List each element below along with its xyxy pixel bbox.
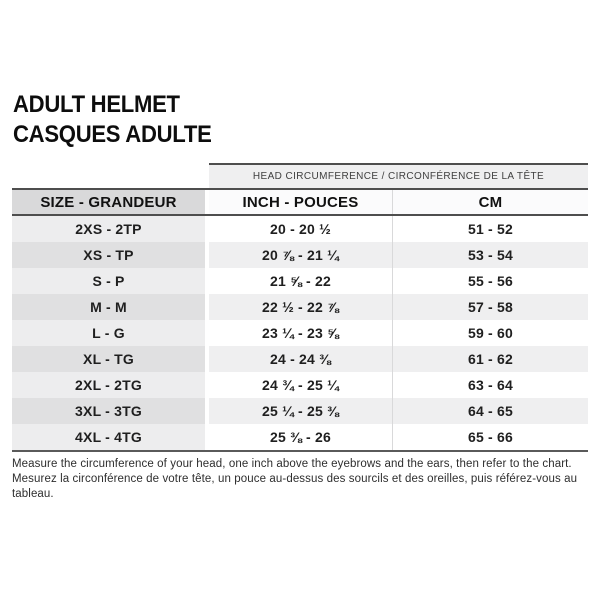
column-header-cm: CM [392, 190, 588, 214]
column-gap [205, 163, 209, 188]
size-chart-table: HEAD CIRCUMFERENCE / CIRCONFÉRENCE DE LA… [12, 163, 588, 452]
measure-instructions-fr: Mesurez la circonférence de votre tête, … [12, 473, 578, 500]
cm-cell: 64 - 65 [392, 398, 588, 424]
cm-cell: 63 - 64 [392, 372, 588, 398]
inch-cell: 22 ½ - 22 ⅞ [209, 294, 392, 320]
size-cell: 4XL - 4TG [12, 424, 205, 450]
measure-instructions-en: Measure the circumference of your head, … [12, 458, 572, 470]
cm-cell: 65 - 66 [392, 424, 588, 450]
table-row: 2XL - 2TG 24 ¾ - 25 ¼ 63 - 64 [12, 372, 588, 398]
inch-cell: 21 ⅝ - 22 [209, 268, 392, 294]
column-header-size: SIZE - GRANDEUR [12, 190, 205, 214]
inch-cell: 25 ⅜ - 26 [209, 424, 392, 450]
size-cell: XS - TP [12, 242, 205, 268]
table-row: XL - TG 24 - 24 ⅜ 61 - 62 [12, 346, 588, 372]
table-row: 3XL - 3TG 25 ¼ - 25 ⅜ 64 - 65 [12, 398, 588, 424]
page-title-en: ADULT HELMET [13, 91, 180, 118]
column-gap [205, 268, 209, 294]
inch-cell: 20 ⅞ - 21 ¼ [209, 242, 392, 268]
column-gap [205, 216, 209, 242]
cm-cell: 57 - 58 [392, 294, 588, 320]
table-row: S - P 21 ⅝ - 22 55 - 56 [12, 268, 588, 294]
column-gap [205, 346, 209, 372]
inch-cell: 24 - 24 ⅜ [209, 346, 392, 372]
size-cell: L - G [12, 320, 205, 346]
table-row: M - M 22 ½ - 22 ⅞ 57 - 58 [12, 294, 588, 320]
span-header: HEAD CIRCUMFERENCE / CIRCONFÉRENCE DE LA… [209, 163, 588, 188]
cm-cell: 53 - 54 [392, 242, 588, 268]
column-gap [205, 294, 209, 320]
column-gap [205, 398, 209, 424]
inch-cell: 20 - 20 ½ [209, 216, 392, 242]
span-header-spacer [12, 163, 205, 188]
inch-cell: 25 ¼ - 25 ⅜ [209, 398, 392, 424]
column-gap [205, 320, 209, 346]
column-gap [205, 242, 209, 268]
page-title: ADULT HELMET CASQUES ADULTE [13, 90, 212, 150]
table-row: L - G 23 ¼ - 23 ⅝ 59 - 60 [12, 320, 588, 346]
column-gap [205, 424, 209, 450]
column-header-row: SIZE - GRANDEUR INCH - POUCES CM [12, 188, 588, 216]
size-cell: 2XS - 2TP [12, 216, 205, 242]
page-title-fr: CASQUES ADULTE [13, 121, 212, 148]
table-row: XS - TP 20 ⅞ - 21 ¼ 53 - 54 [12, 242, 588, 268]
measure-instructions: Measure the circumference of your head, … [12, 457, 600, 502]
inch-cell: 24 ¾ - 25 ¼ [209, 372, 392, 398]
column-gap [205, 190, 209, 214]
size-cell: S - P [12, 268, 205, 294]
column-header-inch: INCH - POUCES [209, 190, 392, 214]
size-cell: 2XL - 2TG [12, 372, 205, 398]
size-cell: 3XL - 3TG [12, 398, 205, 424]
size-cell: M - M [12, 294, 205, 320]
column-gap [205, 372, 209, 398]
table-row: 2XS - 2TP 20 - 20 ½ 51 - 52 [12, 216, 588, 242]
span-header-row: HEAD CIRCUMFERENCE / CIRCONFÉRENCE DE LA… [12, 163, 588, 188]
cm-cell: 51 - 52 [392, 216, 588, 242]
inch-cell: 23 ¼ - 23 ⅝ [209, 320, 392, 346]
cm-cell: 61 - 62 [392, 346, 588, 372]
table-row: 4XL - 4TG 25 ⅜ - 26 65 - 66 [12, 424, 588, 452]
cm-cell: 59 - 60 [392, 320, 588, 346]
cm-cell: 55 - 56 [392, 268, 588, 294]
size-cell: XL - TG [12, 346, 205, 372]
